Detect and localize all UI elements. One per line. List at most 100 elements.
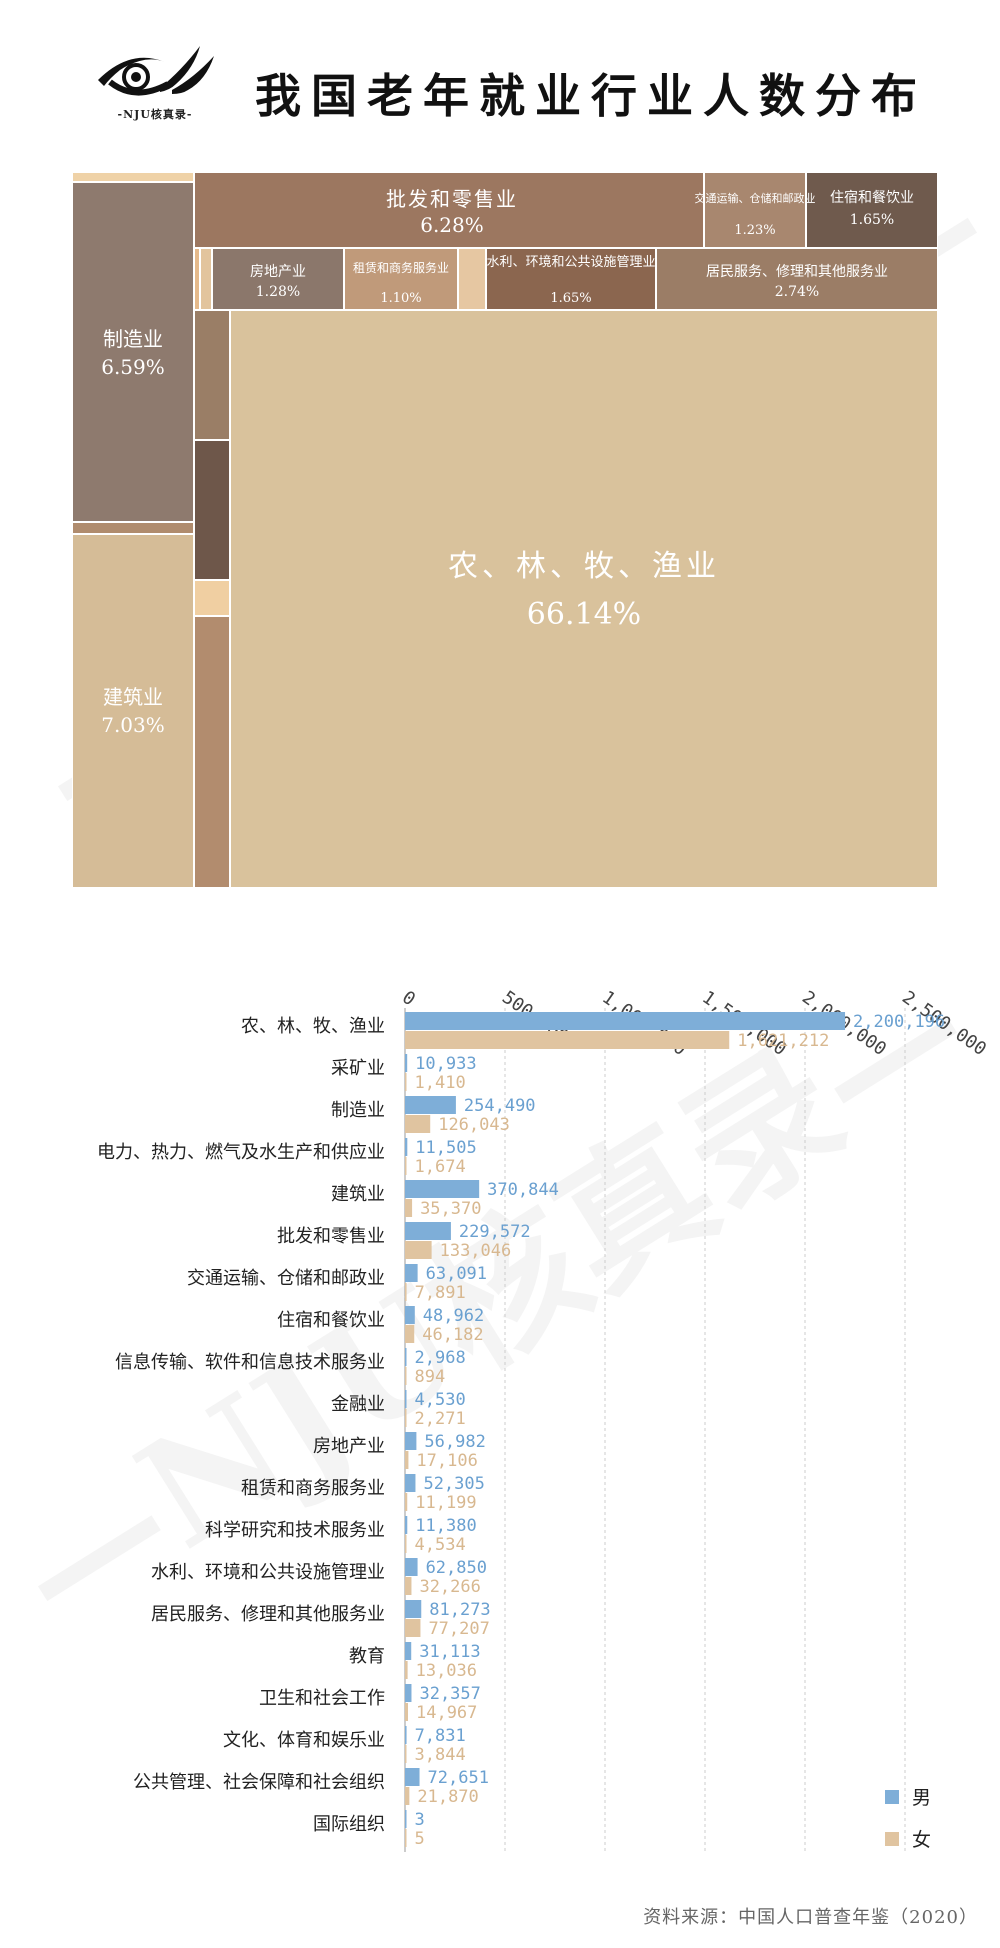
logo: -NJU核真录- [90, 40, 220, 130]
treemap-cell-construction [72, 533, 195, 888]
data-label-female: 17,106 [416, 1451, 477, 1471]
data-label-male: 2,200,196 [853, 1012, 945, 1032]
data-label-female: 35,370 [420, 1199, 481, 1219]
bar-male [405, 1222, 451, 1240]
bar-female [405, 1619, 421, 1637]
bar-female [405, 1115, 431, 1133]
data-label-female: 21,870 [417, 1787, 478, 1807]
treemap-label-real-estate: 房地产业 [250, 264, 306, 280]
treemap-cell-real-estate [211, 247, 345, 311]
bar-female [405, 1367, 407, 1385]
treemap-value-real-estate: 1.28% [256, 284, 300, 300]
bar-male [405, 1558, 418, 1576]
data-label-male: 48,962 [423, 1306, 484, 1326]
treemap-cell-small [199, 247, 213, 311]
treemap-chart: 农、林、牧、渔业 66.14% 建筑业 7.03% 制造业 6.59% 批发和零… [72, 172, 938, 888]
treemap-cell-small [457, 247, 487, 311]
bar-female [405, 1703, 408, 1721]
data-label-female: 13,036 [416, 1661, 477, 1681]
bar-female [405, 1745, 407, 1763]
category-label: 租赁和商务服务业 [241, 1478, 385, 1499]
legend: 男女 [885, 1787, 931, 1851]
data-label-female: 133,046 [440, 1241, 512, 1261]
bar-male [405, 1348, 407, 1366]
treemap-label-accommodation: 住宿和餐饮业 [830, 189, 914, 206]
bar-male [405, 1726, 407, 1744]
bar-female [405, 1829, 407, 1847]
data-label-male: 32,357 [419, 1684, 480, 1704]
header: -NJU核真录- 我国老年就业行业人数分布 [0, 0, 1000, 170]
data-label-male: 370,844 [487, 1180, 559, 1200]
bar-male [405, 1054, 408, 1072]
treemap-value-agriculture: 66.14% [527, 597, 641, 632]
category-label: 公共管理、社会保障和社会组织 [133, 1772, 385, 1793]
bar-male [405, 1180, 480, 1198]
treemap-cell-transport [703, 172, 807, 249]
page-title: 我国老年就业行业人数分布 [255, 69, 927, 123]
data-label-female: 126,043 [438, 1115, 510, 1135]
category-label: 住宿和餐饮业 [277, 1310, 385, 1331]
bar-male [405, 1012, 846, 1030]
bar-female [405, 1577, 412, 1595]
bar-male [405, 1096, 456, 1114]
category-label: 文化、体育和娱乐业 [223, 1730, 385, 1751]
treemap-cell-resident-services [655, 247, 938, 311]
treemap-value-transport: 1.23% [734, 223, 775, 238]
bar-female [405, 1661, 408, 1679]
bar-female [405, 1325, 415, 1343]
treemap-label-agriculture: 农、林、牧、渔业 [448, 549, 720, 584]
treemap-cell-small [72, 521, 195, 535]
source-note: 资料来源：中国人口普查年鉴（2020） [643, 1907, 978, 1928]
bar-male [405, 1264, 418, 1282]
bar-female [405, 1535, 407, 1553]
logo-text: -NJU核真录- [117, 108, 193, 121]
bar-female [405, 1493, 408, 1511]
category-label: 教育 [349, 1646, 385, 1667]
data-label-male: 81,273 [429, 1600, 490, 1620]
treemap-cell-small [193, 579, 231, 617]
treemap-cell-leasing [343, 247, 459, 311]
category-label: 电力、热力、燃气及水生产和供应业 [97, 1142, 385, 1163]
category-label: 制造业 [331, 1100, 385, 1121]
category-label: 卫生和社会工作 [259, 1688, 385, 1709]
treemap-cell-manufacturing [72, 181, 195, 523]
eye-logo-icon [98, 46, 214, 96]
x-tick-label: 0 [398, 987, 419, 1010]
data-label-male: 31,113 [419, 1642, 480, 1662]
bar-female [405, 1409, 407, 1427]
category-label: 信息传输、软件和信息技术服务业 [115, 1352, 385, 1373]
category-label: 采矿业 [331, 1058, 385, 1079]
data-label-female: 1,410 [415, 1073, 466, 1093]
data-label-female: 2,271 [415, 1409, 466, 1429]
legend-label: 女 [912, 1829, 931, 1851]
category-label: 农、林、牧、渔业 [241, 1016, 385, 1037]
bar-chart: 0500,0001,000,0001,500,0002,000,0002,500… [97, 987, 990, 1852]
treemap-label-wholesale: 批发和零售业 [386, 187, 518, 211]
data-label-male: 11,505 [415, 1138, 476, 1158]
data-label-female: 14,967 [416, 1703, 477, 1723]
bar-male [405, 1390, 407, 1408]
bar-male [405, 1432, 417, 1450]
category-label: 房地产业 [313, 1436, 385, 1457]
legend-label: 男 [912, 1787, 931, 1809]
treemap-value-resident-services: 2.74% [775, 284, 819, 300]
data-label-female: 7,891 [415, 1283, 466, 1303]
treemap-cell-small [193, 309, 231, 441]
data-label-female: 11,199 [415, 1493, 476, 1513]
bar-male [405, 1642, 412, 1660]
treemap-label-construction: 建筑业 [103, 685, 163, 709]
bar-male [405, 1684, 412, 1702]
data-label-male: 254,490 [464, 1096, 536, 1116]
data-label-male: 52,305 [423, 1474, 484, 1494]
bar-male [405, 1306, 415, 1324]
treemap-value-accommodation: 1.65% [850, 212, 894, 228]
bar-male [405, 1516, 408, 1534]
data-label-male: 229,572 [459, 1222, 531, 1242]
category-labels: 农、林、牧、渔业采矿业制造业电力、热力、燃气及水生产和供应业建筑业批发和零售业交… [97, 1016, 385, 1835]
bar-female [405, 1031, 730, 1049]
treemap-label-water-text: 水利、环境和公共设施管理业 [486, 255, 655, 270]
treemap-value-wholesale: 6.28% [420, 213, 484, 237]
data-label-male: 10,933 [415, 1054, 476, 1074]
data-label-female: 5 [415, 1829, 425, 1849]
bar-male [405, 1600, 422, 1618]
